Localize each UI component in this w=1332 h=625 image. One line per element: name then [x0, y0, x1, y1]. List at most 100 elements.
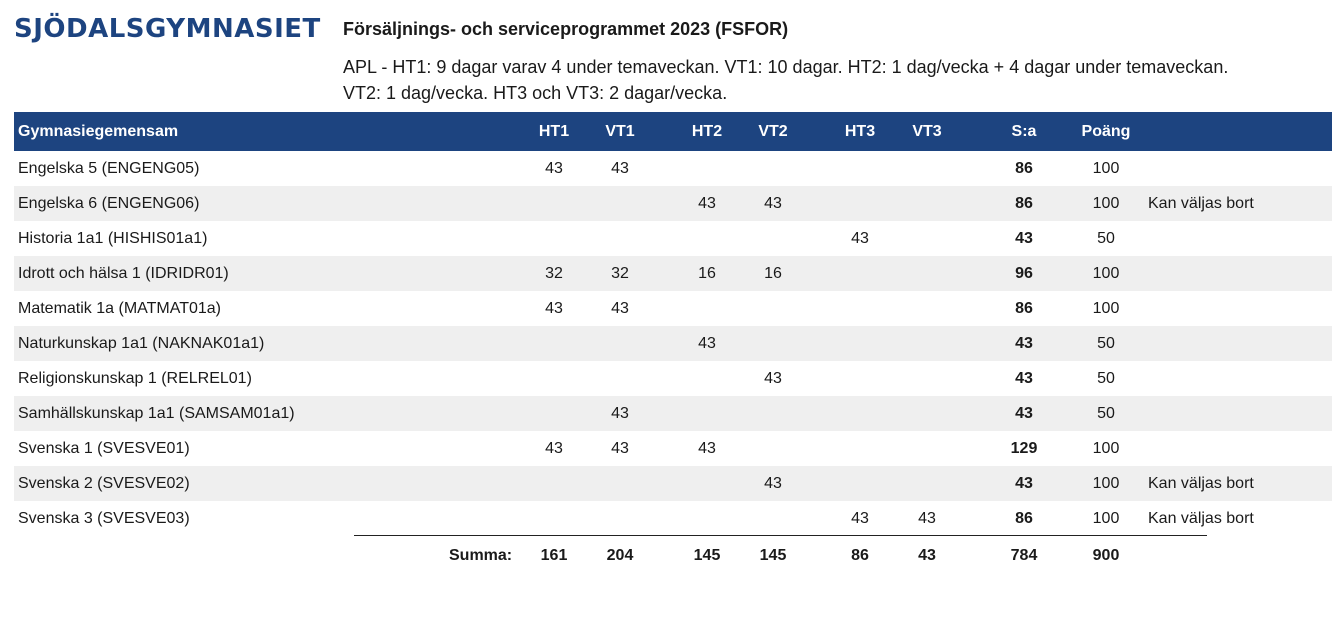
summa-vt1: 204: [606, 546, 634, 564]
summa-ht3: 86: [851, 546, 869, 564]
cell-ht3: [830, 466, 890, 501]
header-vt2: VT2: [758, 122, 788, 140]
cell-name: Svenska 1 (SVESVE01): [18, 439, 190, 457]
cell-sa: 43: [1015, 404, 1033, 422]
cell-vt3: [897, 431, 957, 466]
cell-vt3: [897, 151, 957, 186]
summa-sum: 784: [1010, 546, 1038, 564]
cell-vt3: [897, 186, 957, 221]
cell-ht1: [524, 396, 584, 431]
cell-ht3: 43: [851, 509, 869, 527]
course-table: Gymnasiegemensam HT1 VT1 HT2 VT2 HT3 VT3…: [14, 112, 1332, 536]
cell-po: 50: [1097, 369, 1115, 387]
cell-sa: 86: [1015, 194, 1033, 212]
header-vt3: VT3: [912, 122, 942, 140]
cell-sa: 86: [1015, 509, 1033, 527]
cell-vt3: [897, 291, 957, 326]
cell-ht3: [830, 431, 890, 466]
cell-po: 50: [1097, 404, 1115, 422]
summa-ht2: 145: [693, 546, 721, 564]
table-row: Matematik 1a (MATMAT01a) 43 43 86 100: [14, 291, 1332, 326]
header-ht2: HT2: [691, 122, 723, 140]
cell-po: 100: [1092, 264, 1120, 282]
cell-ht3: [830, 396, 890, 431]
cell-ht1: 43: [545, 439, 563, 457]
summa-points: 900: [1092, 546, 1120, 564]
cell-vt2: [743, 396, 803, 431]
cell-name: Svenska 2 (SVESVE02): [18, 474, 190, 492]
cell-ht1: [524, 361, 584, 396]
cell-po: 100: [1092, 194, 1120, 212]
cell-sa: 96: [1015, 264, 1033, 282]
program-title: Försäljnings- och serviceprogrammet 2023…: [343, 19, 789, 39]
cell-vt2: 43: [764, 194, 782, 212]
cell-vt2: [743, 291, 803, 326]
cell-vt1: 43: [611, 159, 629, 177]
summa-vt2: 145: [759, 546, 787, 564]
cell-po: 100: [1092, 439, 1120, 457]
cell-ht1: [524, 186, 584, 221]
cell-name: Naturkunskap 1a1 (NAKNAK01a1): [18, 334, 265, 352]
cell-sa: 86: [1015, 159, 1033, 177]
cell-vt1: [590, 221, 650, 256]
table-header: Gymnasiegemensam HT1 VT1 HT2 VT2 HT3 VT3…: [14, 112, 1332, 151]
cell-note: Kan väljas bort: [1148, 509, 1254, 527]
cell-ht1: 32: [545, 264, 563, 282]
cell-ht2: 43: [698, 194, 716, 212]
cell-ht2: [677, 501, 737, 536]
table-body: Engelska 5 (ENGENG05) 43 43 86 100 Engelska 6…: [14, 151, 1332, 536]
cell-ht2: [677, 396, 737, 431]
cell-vt2: 16: [764, 264, 782, 282]
cell-ht2: 43: [698, 439, 716, 457]
cell-ht1: 43: [545, 159, 563, 177]
table-row: Svenska 1 (SVESVE01) 43 43 43 129 100: [14, 431, 1332, 466]
cell-vt2: [743, 151, 803, 186]
cell-ht1: [524, 326, 584, 361]
cell-po: 100: [1092, 299, 1120, 317]
cell-vt2: [743, 221, 803, 256]
summa-vt3: 43: [918, 546, 936, 564]
cell-sa: 43: [1015, 229, 1033, 247]
table-row: Svenska 2 (SVESVE02) 43 43 100 Kan väljas bo…: [14, 466, 1332, 501]
cell-vt2: 43: [764, 474, 782, 492]
cell-vt2: [743, 326, 803, 361]
cell-vt2: [743, 501, 803, 536]
cell-ht1: [524, 221, 584, 256]
cell-ht3: [830, 291, 890, 326]
cell-po: 50: [1097, 229, 1115, 247]
cell-vt3: [897, 326, 957, 361]
cell-vt2: [743, 431, 803, 466]
table-row: Religionskunskap 1 (RELREL01) 43 43 50: [14, 361, 1332, 396]
header-sum: S:a: [1011, 122, 1037, 140]
cell-ht2: [677, 151, 737, 186]
cell-vt3: [897, 361, 957, 396]
cell-sa: 43: [1015, 474, 1033, 492]
cell-vt1: [590, 466, 650, 501]
cell-ht3: [830, 256, 890, 291]
cell-ht2: [677, 466, 737, 501]
cell-ht2: [677, 291, 737, 326]
cell-ht3: [830, 361, 890, 396]
summa-row: Summa: 161 204 145 145 86 43 784 900: [14, 538, 1332, 573]
cell-ht1: 43: [545, 299, 563, 317]
cell-ht2: [677, 361, 737, 396]
cell-sa: 43: [1015, 334, 1033, 352]
header-ht1: HT1: [538, 122, 570, 140]
table-row: Engelska 6 (ENGENG06) 43 43 86 100 Kan väljas…: [14, 186, 1332, 221]
cell-vt3: [897, 221, 957, 256]
cell-vt1: 43: [611, 439, 629, 457]
cell-vt3: [897, 466, 957, 501]
cell-name: Religionskunskap 1 (RELREL01): [18, 369, 252, 387]
cell-ht3: 43: [851, 229, 869, 247]
table-row: Svenska 3 (SVESVE03) 43 43 86 100 Kan väljas …: [14, 501, 1332, 536]
table-row: Historia 1a1 (HISHIS01a1) 43 43 50: [14, 221, 1332, 256]
cell-name: Samhällskunskap 1a1 (SAMSAM01a1): [18, 404, 295, 422]
cell-vt1: [590, 326, 650, 361]
school-logo: SJÖDALSGYMNASIET: [14, 14, 321, 44]
cell-name: Matematik 1a (MATMAT01a): [18, 299, 222, 317]
header-points: Poäng: [1081, 122, 1131, 140]
cell-po: 100: [1092, 509, 1120, 527]
cell-ht1: [524, 501, 584, 536]
summa-ht1: 161: [540, 546, 568, 564]
cell-name: Historia 1a1 (HISHIS01a1): [18, 229, 208, 247]
